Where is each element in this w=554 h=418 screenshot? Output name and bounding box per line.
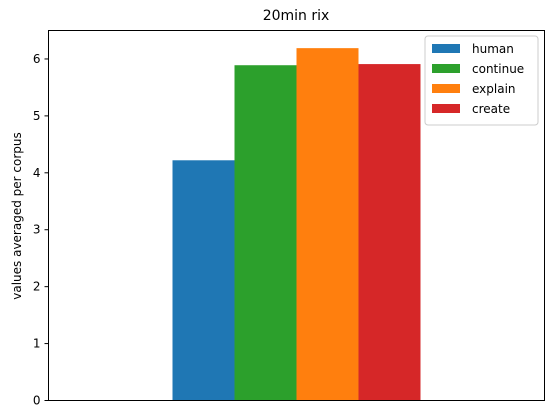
legend-label-human: human [472, 42, 514, 56]
legend-swatch-continue [432, 64, 460, 73]
y-tick-label: 6 [33, 52, 41, 66]
legend-label-create: create [472, 102, 510, 116]
bar-explain [296, 48, 359, 401]
plot-frame [48, 30, 545, 401]
y-tick-label: 2 [33, 280, 41, 294]
bar-create [358, 64, 421, 401]
chart-title: 20min rix [263, 8, 330, 24]
bar-continue [234, 65, 297, 401]
legend-swatch-create [432, 104, 460, 113]
y-tick-label: 0 [33, 394, 41, 408]
legend-swatch-explain [432, 84, 460, 93]
legend-frame [424, 35, 539, 126]
y-tick-label: 1 [33, 337, 41, 351]
y-axis: 0 1 2 3 4 5 6 [33, 52, 49, 408]
legend: human continue explain create [424, 35, 539, 126]
legend-label-continue: continue [472, 62, 524, 76]
y-tick-label: 3 [33, 223, 41, 237]
y-axis-label: values averaged per corpus [10, 132, 24, 300]
bar-human [172, 160, 235, 401]
y-tick-label: 5 [33, 109, 41, 123]
legend-swatch-human [432, 44, 460, 53]
bars-layer [172, 48, 421, 401]
y-tick-label: 4 [33, 166, 41, 180]
legend-label-explain: explain [472, 82, 516, 96]
